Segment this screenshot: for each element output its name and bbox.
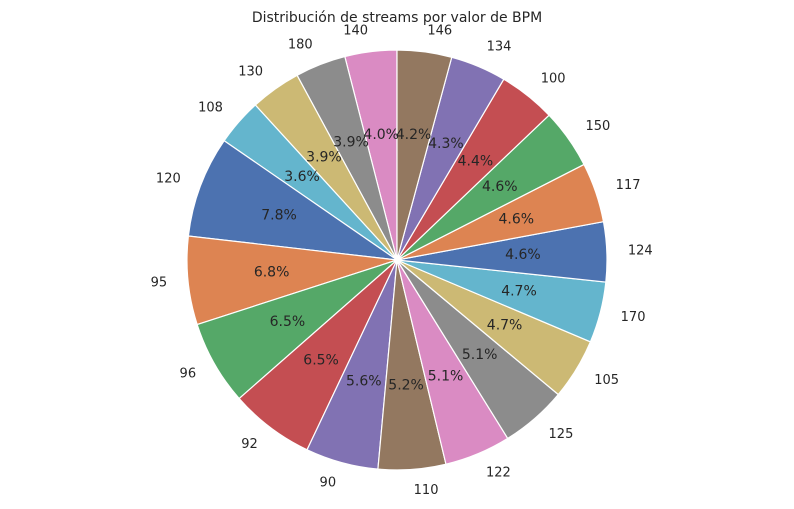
pct-label-108: 3.6% <box>284 169 320 185</box>
pct-label-122: 5.1% <box>428 368 464 384</box>
category-label-122: 122 <box>486 466 511 481</box>
pct-label-92: 6.5% <box>303 353 339 369</box>
pct-label-150: 4.6% <box>482 179 518 195</box>
pct-label-100: 4.4% <box>458 153 494 169</box>
pct-label-130: 3.9% <box>306 149 342 165</box>
category-labels: 140 180 130 108 120 95 96 92 90 110 122 125 105 170 12… <box>151 23 653 498</box>
category-label-100: 100 <box>541 72 566 87</box>
category-label-124: 124 <box>628 243 653 258</box>
category-label-180: 180 <box>288 37 313 52</box>
pct-label-120: 7.8% <box>261 208 297 224</box>
pct-label-170: 4.7% <box>501 283 537 299</box>
pct-label-95: 6.8% <box>254 264 290 280</box>
pie-slices <box>186 49 608 471</box>
category-label-92: 92 <box>241 437 258 452</box>
pct-label-125: 5.1% <box>462 347 498 363</box>
category-label-110: 110 <box>414 483 439 498</box>
pct-label-140: 4.0% <box>363 127 399 143</box>
category-label-130: 130 <box>238 64 263 79</box>
chart-title: Distribución de streams por valor de BPM <box>252 10 542 26</box>
category-label-146: 146 <box>427 24 452 39</box>
category-label-108: 108 <box>198 101 223 116</box>
pct-label-96: 6.5% <box>270 314 306 330</box>
pct-label-105: 4.7% <box>487 318 523 334</box>
pct-label-124: 4.6% <box>505 247 541 263</box>
pct-label-146: 4.2% <box>396 127 432 143</box>
category-label-96: 96 <box>180 367 197 382</box>
category-label-140: 140 <box>343 23 368 38</box>
pct-label-117: 4.6% <box>498 211 534 227</box>
category-label-170: 170 <box>621 310 646 325</box>
pct-label-180: 3.9% <box>333 135 369 151</box>
category-label-117: 117 <box>616 178 641 193</box>
pie-slice-120 <box>187 139 398 261</box>
category-label-125: 125 <box>549 427 574 442</box>
percentage-labels: 4.0%3.9%3.9%3.6%7.8%6.8%6.5%6.5%5.6% 5.2%… <box>254 127 541 394</box>
category-label-105: 105 <box>594 373 619 388</box>
category-label-134: 134 <box>487 40 512 55</box>
category-label-90: 90 <box>320 475 337 490</box>
category-label-95: 95 <box>151 275 168 290</box>
pct-label-134: 4.3% <box>428 136 464 152</box>
pie-slice-146 <box>396 49 453 261</box>
pct-label-90: 5.6% <box>346 374 382 390</box>
pct-label-110: 5.2% <box>388 378 424 394</box>
category-label-150: 150 <box>585 119 610 134</box>
category-label-120: 120 <box>156 171 181 186</box>
